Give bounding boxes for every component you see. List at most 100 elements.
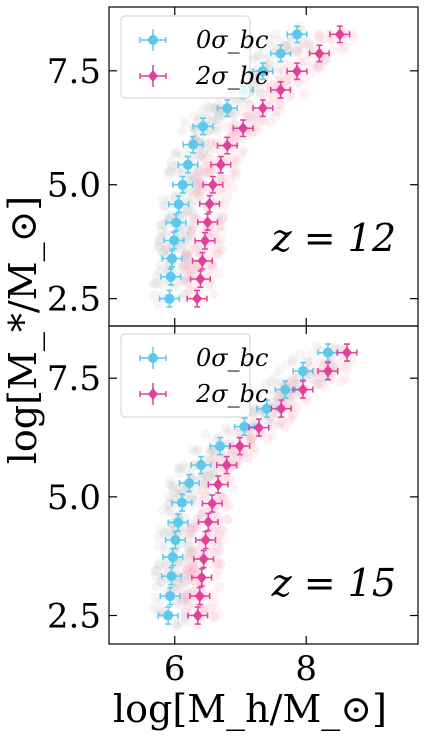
cloud-point <box>202 479 213 490</box>
cloud-point <box>311 341 322 352</box>
cloud-point <box>207 547 218 557</box>
point-0sigma <box>192 117 214 136</box>
cloud-point <box>190 620 201 631</box>
cloud-point <box>214 194 225 205</box>
cloud-point <box>204 137 215 148</box>
point-2sigma <box>197 213 219 232</box>
cloud-point <box>303 37 314 48</box>
cloud-point <box>281 75 292 86</box>
cloud-point <box>196 183 207 194</box>
cloud-point <box>211 126 222 137</box>
cloud-point <box>293 78 304 89</box>
y-tick-label: 7.5 <box>47 52 101 92</box>
cloud-point <box>208 115 219 126</box>
point-2sigma <box>269 80 292 99</box>
cloud-point <box>299 89 310 100</box>
cloud-point <box>190 446 201 457</box>
cloud-point <box>209 228 220 239</box>
cloud-point <box>257 89 268 100</box>
cloud-point <box>244 109 255 120</box>
cloud-point <box>225 452 236 463</box>
cloud-point <box>154 242 164 253</box>
cloud-point <box>211 248 222 259</box>
cloud-point <box>314 29 325 39</box>
legend-entry: 0σ_bc <box>139 26 268 54</box>
cloud-point <box>309 367 320 378</box>
cloud-point <box>218 525 229 536</box>
cloud-point <box>171 280 182 291</box>
cloud-point <box>322 34 333 45</box>
cloud-point <box>205 444 216 455</box>
cloud-point <box>220 121 231 132</box>
cloud-point <box>197 472 207 483</box>
cloud-point <box>190 245 201 256</box>
cloud-point <box>226 127 237 138</box>
cloud-point <box>311 377 322 388</box>
cloud-point <box>251 78 262 89</box>
cloud-point <box>253 113 264 124</box>
cloud-point <box>313 379 324 390</box>
cloud-point <box>191 187 202 197</box>
cloud-point <box>151 581 162 592</box>
cloud-point <box>188 522 199 533</box>
cloud-point <box>271 60 282 71</box>
cloud-point <box>174 266 185 277</box>
cloud-point <box>232 428 243 439</box>
cloud-point <box>188 563 198 574</box>
y-tick-label: 7.5 <box>47 359 101 399</box>
cloud-point <box>218 174 229 185</box>
cloud-point <box>208 289 219 300</box>
cloud-point <box>192 544 203 555</box>
cloud-point <box>198 147 209 158</box>
cloud-point <box>171 147 182 158</box>
cloud-point <box>228 132 239 143</box>
cloud-point <box>184 548 195 559</box>
cloud-point <box>220 423 231 434</box>
cloud-point <box>180 273 191 284</box>
cloud-point <box>227 119 238 130</box>
cloud-point <box>203 265 214 276</box>
cloud-point <box>192 484 203 495</box>
cloud-point <box>181 248 192 259</box>
cloud-point <box>182 249 193 260</box>
point-0sigma <box>160 566 183 586</box>
cloud-point <box>287 409 298 420</box>
cloud-point <box>314 356 325 367</box>
cloud-point <box>213 114 224 125</box>
cloud-point <box>216 185 227 196</box>
cloud-point <box>314 61 325 72</box>
cloud-point <box>231 166 242 177</box>
cloud-point <box>225 473 236 484</box>
point-0sigma <box>182 135 204 154</box>
cloud-point <box>187 522 198 533</box>
cloud-point <box>208 454 219 465</box>
x-ticks-top <box>174 7 307 326</box>
cloud-point <box>171 621 182 632</box>
panel-label-top: z = 12 <box>271 216 396 260</box>
cloud-point <box>158 279 169 290</box>
y-tick-label: 5.0 <box>47 166 101 206</box>
cloud-point <box>193 513 204 524</box>
cloud-point <box>197 511 207 521</box>
cloud-point <box>195 170 206 181</box>
cloud-point <box>200 491 211 502</box>
cloud-point <box>208 470 219 481</box>
cloud-point <box>286 400 297 411</box>
cloud-point <box>150 565 161 576</box>
cloud-point <box>214 268 224 279</box>
cloud-point <box>198 604 209 615</box>
cloud-point <box>246 439 256 450</box>
cloud-point <box>302 357 313 368</box>
point-0sigma <box>165 213 187 232</box>
point-0sigma <box>163 231 185 250</box>
point-2sigma <box>248 418 270 437</box>
point-0sigma <box>161 249 183 268</box>
cloud-point <box>218 212 229 223</box>
panel-top: 2.5 5.0 7.5 0σ_bc 2σ_bc z = 12 <box>47 6 419 327</box>
cloud-point <box>195 151 206 162</box>
cloud-point <box>174 482 185 493</box>
cloud-point <box>148 278 158 289</box>
cloud-point <box>181 250 192 260</box>
cloud-point <box>211 522 222 533</box>
cloud-point <box>237 106 248 117</box>
